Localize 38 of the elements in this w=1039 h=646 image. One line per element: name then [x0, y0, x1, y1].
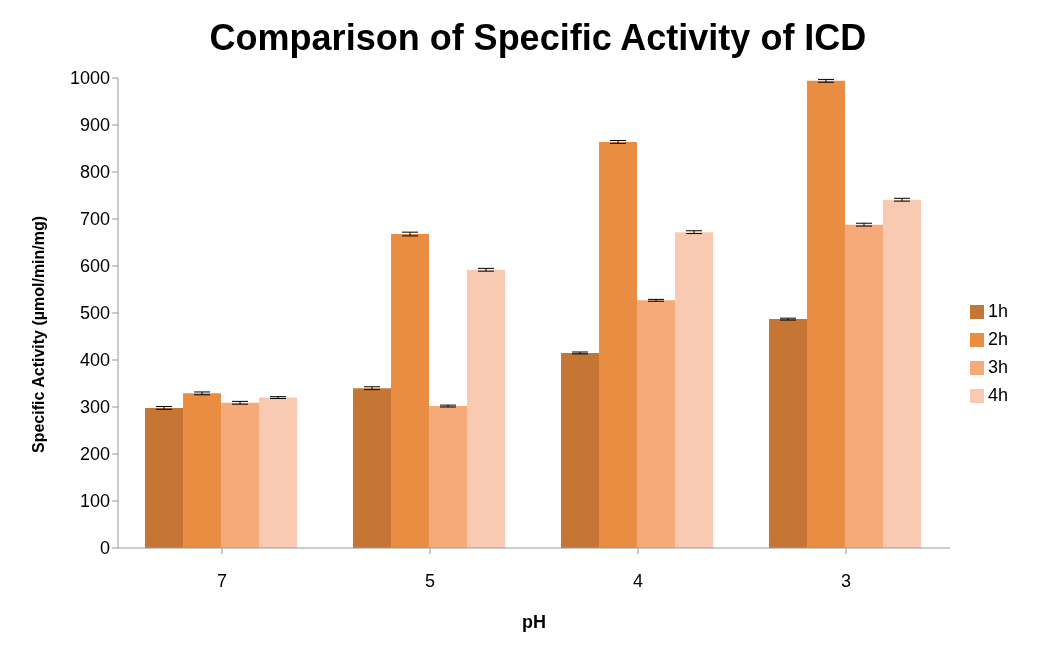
y-tick-label: 600	[79, 256, 110, 277]
y-tick-label: 700	[79, 209, 110, 230]
y-tick-label: 400	[79, 350, 110, 371]
y-tick-label: 300	[79, 397, 110, 418]
bar	[599, 141, 638, 548]
x-tick-label: 4	[632, 570, 643, 591]
x-axis-title: pH	[521, 612, 546, 632]
bar	[561, 352, 600, 548]
y-tick-label: 0	[99, 538, 110, 559]
legend-label: 2h	[987, 329, 1008, 349]
bar	[807, 80, 846, 548]
legend-label: 4h	[987, 385, 1008, 405]
legend-label: 1h	[987, 301, 1008, 321]
y-tick-label: 200	[79, 444, 110, 465]
y-tick-label: 1000	[69, 68, 110, 89]
bar	[391, 234, 430, 548]
bar	[145, 407, 184, 548]
x-tick-label: 7	[216, 570, 227, 591]
y-tick-label: 100	[79, 491, 110, 512]
bar	[259, 397, 298, 548]
y-axis-title: Specific Activity (µmol/min/mg)	[29, 215, 47, 453]
y-tick-label: 900	[79, 115, 110, 136]
x-tick-label: 5	[424, 570, 435, 591]
bar	[637, 300, 676, 548]
bar	[883, 199, 922, 548]
bar	[183, 393, 222, 548]
y-tick-label: 800	[79, 162, 110, 183]
bar	[221, 402, 260, 548]
bar	[429, 406, 468, 548]
bar	[467, 269, 506, 548]
x-tick-label: 3	[840, 570, 851, 591]
legend-label: 3h	[987, 357, 1008, 377]
chart-title: Comparison of Specific Activity of ICD	[208, 16, 868, 60]
bar	[845, 224, 884, 548]
bar	[675, 232, 714, 548]
bar	[769, 319, 808, 548]
bar	[353, 388, 392, 548]
y-tick-label: 500	[79, 303, 110, 324]
